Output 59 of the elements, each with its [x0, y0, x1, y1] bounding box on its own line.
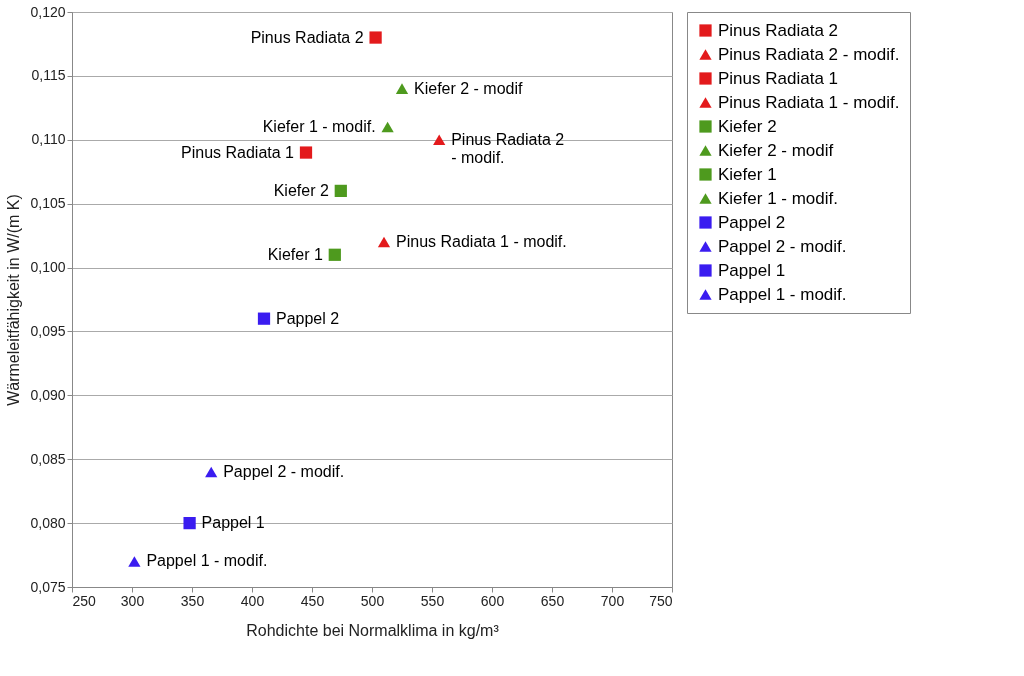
text: Pappel 2 [276, 309, 340, 327]
x-tick-label: 450 [300, 592, 325, 609]
text: Pappel 1 - modif. [146, 552, 268, 570]
text: Pappel 1 [201, 514, 265, 532]
y-tick-label: 0,120 [30, 3, 66, 20]
x-tick-label: 300 [120, 592, 145, 609]
text: Kiefer 2 - modif [414, 79, 523, 97]
legend-label: Kiefer 2 - modif [718, 140, 834, 160]
x-tick-label: 750 [649, 592, 673, 609]
legend-label: Pappel 1 [718, 260, 786, 280]
point [299, 146, 313, 159]
x-tick-label: 550 [420, 592, 445, 609]
point [257, 312, 271, 325]
point [433, 134, 446, 146]
x-axis-title: Rohdichte bei Normalklima in kg/m³ [246, 621, 500, 639]
legend-label: Pappel 2 [718, 212, 786, 232]
point [128, 556, 141, 567]
x-tick-label: 500 [360, 592, 385, 609]
point [381, 121, 394, 133]
x-tick-label: 350 [180, 592, 205, 609]
x-tick-label: 700 [600, 592, 625, 609]
legend-label: Kiefer 1 - modif. [718, 188, 838, 208]
text: Pinus Radiata 2 [250, 28, 364, 46]
point [183, 516, 196, 530]
legend-label: Kiefer 1 [718, 164, 777, 184]
y-tick-label: 0,075 [30, 578, 66, 595]
y-tick-label: 0,115 [31, 67, 66, 84]
y-tick-label: 0,095 [30, 322, 66, 339]
legend-label: Pinus Radiata 1 [718, 68, 839, 88]
y-tick-label: 0,100 [30, 259, 66, 276]
text: Pinus Radiata 2 - modif. [451, 130, 565, 166]
x-tick-label: 600 [480, 592, 505, 609]
y-tick-label: 0,105 [30, 195, 66, 212]
legend-label: Pinus Radiata 1 - modif. [718, 92, 900, 112]
y-tick-label: 0,110 [31, 131, 66, 148]
y-axis-title: Wärmeleitfähigkeit in W/(m K) [5, 194, 23, 406]
y-tick-label: 0,080 [30, 514, 66, 531]
text: Pinus Radiata 1 - modif. [396, 233, 567, 250]
text: Pinus Radiata 1 [181, 143, 294, 161]
text: Kiefer 1 - modif. [262, 118, 376, 135]
point [205, 466, 218, 478]
y-tick-label: 0,090 [30, 386, 66, 403]
legend-label: Pappel 1 - modif. [718, 284, 847, 304]
y-tick-label: 0,085 [30, 450, 66, 467]
legend-label: Pappel 2 - modif. [718, 236, 847, 256]
point [377, 236, 391, 248]
text: Pappel 2 - modif. [223, 463, 345, 480]
legend-label: Pinus Radiata 2 - modif. [718, 44, 900, 64]
x-tick-label: 650 [540, 592, 565, 609]
x-tick-label: 400 [240, 592, 265, 609]
text: Kiefer 2 [273, 181, 329, 199]
point [369, 31, 382, 44]
legend-label: Kiefer 2 [718, 116, 777, 136]
point [328, 248, 341, 261]
point [334, 184, 347, 198]
text: Kiefer 1 [267, 245, 323, 263]
legend-label: Pinus Radiata 2 [718, 20, 839, 40]
x-tick-label: 250 [72, 592, 97, 609]
point [395, 83, 409, 94]
